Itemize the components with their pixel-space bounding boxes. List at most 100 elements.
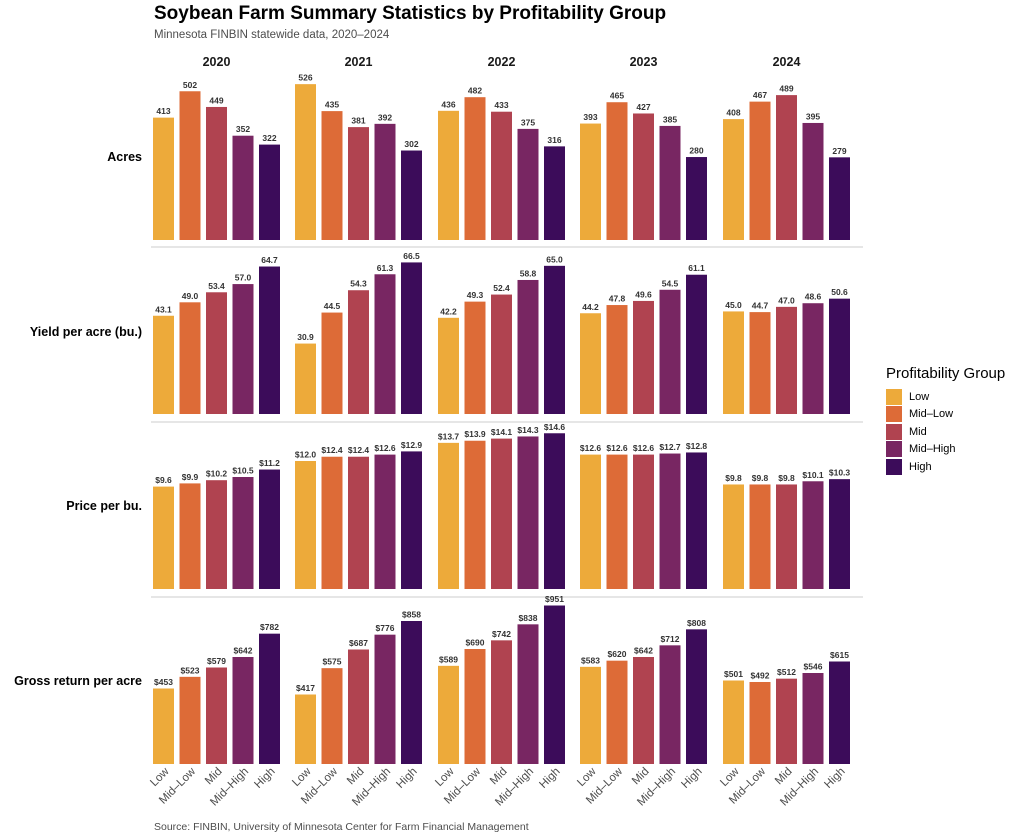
facet-metric-label: Price per bu. xyxy=(66,499,142,513)
x-tick-label: Mid xyxy=(773,766,795,788)
bar xyxy=(464,440,486,589)
bar-data-label: $12.7 xyxy=(659,442,681,452)
bar-data-label: $14.6 xyxy=(544,422,566,432)
bar xyxy=(464,649,486,764)
bar xyxy=(723,484,744,589)
bar-data-label: 316 xyxy=(547,135,561,145)
chart-caption: Source: FINBIN, University of Minnesota … xyxy=(154,821,529,833)
bar xyxy=(206,667,227,764)
bar xyxy=(232,477,254,589)
bar-data-label: $9.8 xyxy=(778,473,795,483)
legend-label: Mid xyxy=(909,425,927,438)
bar-data-label: $776 xyxy=(376,623,395,633)
bar-data-label: 65.0 xyxy=(546,254,563,264)
legend-swatch xyxy=(886,406,902,423)
bar xyxy=(374,634,396,764)
bar xyxy=(802,122,824,240)
bar xyxy=(723,119,744,240)
bar xyxy=(580,123,601,240)
bar-data-label: $10.1 xyxy=(802,470,824,480)
bar xyxy=(401,621,422,764)
bar-data-label: 49.6 xyxy=(635,289,652,299)
bar-data-label: 449 xyxy=(209,95,223,105)
facet-year-label: 2024 xyxy=(773,55,801,69)
bar xyxy=(802,303,824,414)
bar-data-label: $579 xyxy=(207,656,226,666)
bar-data-label: 44.5 xyxy=(324,301,341,311)
bar xyxy=(829,479,850,589)
bar xyxy=(401,451,422,589)
bar xyxy=(295,461,316,589)
legend-item: High xyxy=(886,458,1005,476)
bar-data-label: 302 xyxy=(404,139,418,149)
bar xyxy=(829,661,850,764)
bar xyxy=(633,657,654,764)
bar-data-label: 42.2 xyxy=(440,306,457,316)
bar xyxy=(659,289,681,414)
bar-data-label: $12.4 xyxy=(321,445,343,455)
legend-label: Low xyxy=(909,390,930,403)
bar xyxy=(749,682,771,764)
bar xyxy=(580,666,601,764)
bar xyxy=(232,284,254,414)
bar-data-label: 395 xyxy=(806,111,820,121)
bar-data-label: 393 xyxy=(583,112,597,122)
bar xyxy=(749,484,771,589)
bar xyxy=(606,102,628,240)
bar-data-label: $13.9 xyxy=(464,429,486,439)
bar-data-label: $9.9 xyxy=(182,472,199,482)
bar xyxy=(438,665,459,764)
chart-subtitle: Minnesota FINBIN statewide data, 2020–20… xyxy=(154,29,390,41)
legend-item: Mid xyxy=(886,423,1005,441)
bar xyxy=(438,442,459,589)
x-tick-label: High xyxy=(822,766,847,791)
bar-data-label: 64.7 xyxy=(261,255,278,265)
bar xyxy=(374,274,396,414)
bar xyxy=(580,313,601,414)
legend-swatch xyxy=(886,458,902,475)
bar-data-label: 66.5 xyxy=(403,251,420,261)
bar-data-label: $712 xyxy=(661,634,680,644)
bar xyxy=(749,101,771,240)
bar-data-label: 385 xyxy=(663,114,677,124)
legend-swatch xyxy=(886,423,902,440)
x-tick-label: High xyxy=(537,766,562,791)
bar xyxy=(179,302,201,414)
bar-data-label: 61.3 xyxy=(377,263,394,273)
bar-data-label: 436 xyxy=(441,99,455,109)
legend-label: Mid–High xyxy=(909,443,956,456)
legend-item: Low xyxy=(886,388,1005,406)
bar xyxy=(206,292,227,414)
bar xyxy=(153,315,174,414)
bar-data-label: $12.6 xyxy=(580,443,602,453)
x-tick-label: Mid xyxy=(630,766,652,788)
bar xyxy=(438,110,459,240)
bar-data-label: $12.6 xyxy=(633,443,655,453)
bar-data-label: $13.7 xyxy=(438,431,460,441)
bar xyxy=(348,649,369,764)
bar-data-label: 433 xyxy=(494,100,508,110)
bar-data-label: 322 xyxy=(262,133,276,143)
bar xyxy=(802,673,824,764)
bar xyxy=(802,481,824,589)
bar xyxy=(491,294,512,414)
bar-data-label: 47.8 xyxy=(609,294,626,304)
facet-year-label: 2023 xyxy=(630,55,658,69)
bar xyxy=(580,454,601,589)
bar-data-label: $742 xyxy=(492,629,511,639)
bar-data-label: $501 xyxy=(724,669,743,679)
bar-data-label: 57.0 xyxy=(235,273,252,283)
bar-data-label: $14.3 xyxy=(517,425,539,435)
legend: Profitability Group Low Mid–Low Mid Mid–Hig… xyxy=(886,365,1005,476)
bar-data-label: 61.1 xyxy=(688,263,705,273)
facet-year-label: 2021 xyxy=(345,55,373,69)
bar-data-label: $642 xyxy=(634,646,653,656)
bar-data-label: 467 xyxy=(753,90,767,100)
bar-data-label: 45.0 xyxy=(725,300,742,310)
bar-data-label: $620 xyxy=(608,649,627,659)
bar-data-label: 408 xyxy=(726,108,740,118)
bar xyxy=(374,123,396,240)
legend-item: Mid–High xyxy=(886,441,1005,459)
bar xyxy=(544,605,565,764)
bar xyxy=(606,454,628,589)
